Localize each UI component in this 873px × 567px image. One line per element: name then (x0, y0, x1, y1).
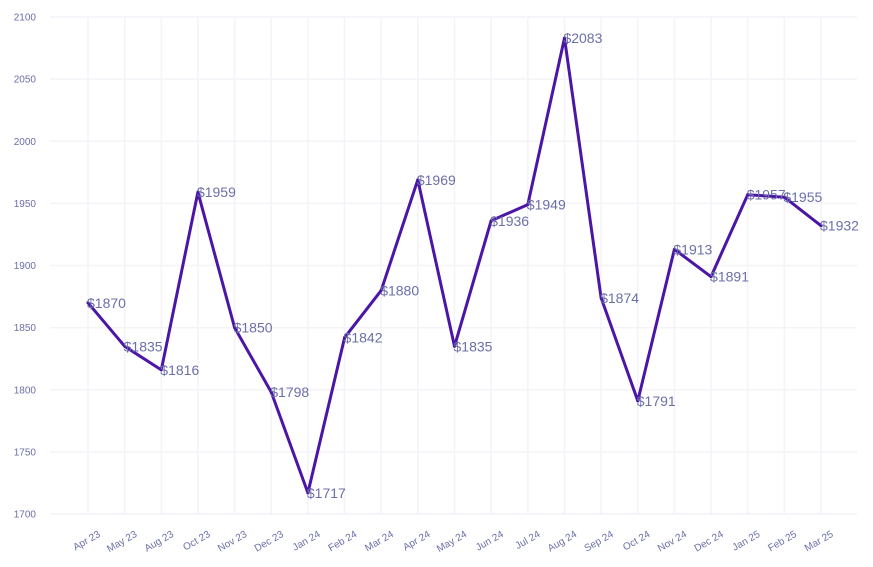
data-point (746, 193, 750, 197)
x-tick-label: Feb 24 (327, 529, 360, 554)
data-label: $1874 (600, 290, 639, 306)
data-labels: $1870 $1835 $1816 $1959 $1850 $1798 $1717 $1842… (87, 30, 859, 501)
data-label: $1932 (820, 218, 859, 234)
data-point (672, 247, 676, 251)
y-tick-label: 2100 (14, 13, 37, 24)
x-tick-label: Nov 23 (216, 529, 249, 555)
data-point (159, 368, 163, 372)
series-line-group (86, 36, 823, 495)
x-axis: Apr 23 May 23 Aug 23 Oct 23 Nov 23 Dec 23 Jan … (71, 529, 835, 555)
data-point (379, 288, 383, 292)
data-point (269, 390, 273, 394)
data-point (782, 195, 786, 199)
x-tick-label: Apr 24 (401, 529, 432, 553)
x-tick-label: Jul 24 (514, 529, 543, 552)
data-label: $1835 (124, 338, 163, 354)
x-tick-label: Mar 24 (363, 529, 396, 554)
data-point (123, 344, 127, 348)
data-label: $1959 (197, 184, 236, 200)
data-point (453, 344, 456, 348)
y-tick-label: 1950 (14, 199, 37, 210)
data-point (599, 296, 603, 300)
y-tick-label: 1750 (14, 447, 37, 458)
data-label: $1842 (344, 330, 383, 346)
x-tick-label: May 24 (435, 529, 469, 555)
data-point (196, 190, 200, 194)
grid (50, 16, 857, 515)
data-label: $1850 (234, 320, 273, 336)
data-point (526, 203, 530, 207)
x-tick-label: Mar 25 (803, 529, 836, 554)
data-point (86, 301, 90, 305)
data-label: $1891 (710, 269, 749, 285)
data-label: $1955 (783, 189, 822, 205)
y-tick-label: 1700 (14, 510, 37, 521)
data-point (562, 36, 566, 40)
y-tick-label: 1850 (14, 323, 37, 334)
data-label: $1969 (417, 172, 456, 188)
y-tick-label: 2000 (14, 137, 37, 148)
x-tick-label: Jan 24 (291, 529, 323, 554)
x-tick-label: Dec 24 (693, 529, 726, 555)
x-tick-label: Jan 25 (731, 529, 763, 554)
x-tick-label: Oct 23 (181, 529, 212, 553)
data-label: $1717 (307, 485, 346, 501)
data-label: $2083 (563, 30, 602, 46)
x-tick-label: Sep 24 (583, 529, 616, 555)
x-tick-label: Aug 24 (546, 529, 579, 555)
x-tick-label: Jun 24 (474, 529, 506, 554)
x-tick-label: Apr 23 (71, 529, 102, 553)
data-label: $1870 (87, 295, 126, 311)
data-point (709, 275, 713, 279)
data-point (306, 491, 310, 495)
data-point (233, 326, 237, 330)
data-label: $1798 (270, 384, 309, 400)
data-label: $1791 (637, 393, 676, 409)
x-tick-label: Nov 24 (656, 529, 689, 555)
data-label: $1880 (380, 282, 419, 298)
data-label: $1835 (454, 338, 493, 354)
data-point (819, 224, 823, 228)
data-point (636, 399, 640, 403)
y-tick-label: 1900 (14, 261, 37, 272)
y-tick-label: 2050 (14, 75, 37, 86)
data-point (343, 336, 347, 340)
data-label: $1816 (160, 362, 199, 378)
data-label: $1936 (490, 213, 529, 229)
data-point (416, 178, 420, 182)
y-axis: 1700 1750 1800 1850 1900 1950 2000 2050 2100 (14, 13, 37, 521)
x-tick-label: Oct 24 (621, 529, 652, 553)
data-label: $1957 (747, 187, 786, 203)
y-tick-label: 1800 (14, 385, 37, 396)
x-tick-label: May 23 (105, 529, 139, 555)
x-tick-label: Feb 25 (766, 529, 799, 554)
data-label: $1949 (527, 197, 566, 213)
x-tick-label: Dec 23 (253, 529, 286, 555)
data-point (489, 219, 493, 223)
x-tick-label: Aug 23 (143, 529, 176, 555)
data-label: $1913 (673, 241, 712, 257)
